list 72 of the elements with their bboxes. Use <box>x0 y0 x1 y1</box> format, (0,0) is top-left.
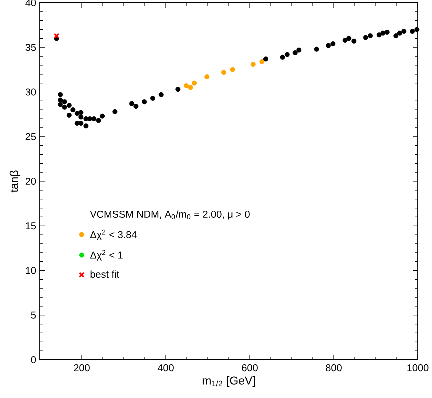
point <box>92 116 97 122</box>
point <box>330 42 336 47</box>
x-axis-title: m$_{1/2}$ [GeV] <box>202 376 256 388</box>
point <box>58 92 64 98</box>
x-tick-label: 400 <box>158 364 174 372</box>
point <box>112 109 118 114</box>
y-tick-label: 35 <box>26 44 36 52</box>
y-axis-title: tanβ <box>10 170 21 193</box>
point <box>70 108 76 113</box>
point <box>66 103 72 108</box>
point <box>284 52 290 58</box>
point <box>62 104 68 110</box>
x-tick-label: 1000 <box>408 364 429 372</box>
point <box>414 27 420 32</box>
point <box>394 34 399 39</box>
point <box>397 30 402 36</box>
y-tick-label: 25 <box>26 133 36 140</box>
point <box>292 50 298 56</box>
point <box>192 80 198 86</box>
legend-title: VCMSSM NDM, A$_{0}$/m$_{0}$ = 2.00, μ > 0 <box>90 210 250 220</box>
y-tick-label: 15 <box>26 222 36 230</box>
point <box>188 85 194 90</box>
legend-label: Δχ$^{2}$ < 1 <box>90 250 123 261</box>
point <box>402 29 407 34</box>
point <box>150 96 156 101</box>
point <box>129 101 134 106</box>
point <box>352 38 357 44</box>
legend-label: best fit <box>90 270 120 278</box>
point <box>380 30 386 36</box>
point <box>410 29 416 34</box>
y-tick-label: 0 <box>31 356 36 364</box>
point <box>184 84 190 88</box>
point <box>296 48 302 53</box>
y-tick-label: 20 <box>26 178 36 186</box>
point <box>62 100 68 105</box>
x-tick-label: 600 <box>242 364 258 372</box>
point <box>250 62 256 68</box>
point <box>204 74 210 80</box>
point <box>78 110 84 116</box>
point <box>346 36 352 42</box>
point <box>326 43 332 48</box>
y-tick-label: 10 <box>26 267 36 274</box>
point <box>263 56 268 62</box>
y-tick-label: 5 <box>31 312 36 319</box>
point <box>384 30 390 35</box>
point <box>54 33 60 39</box>
point <box>176 87 181 92</box>
point <box>260 59 265 64</box>
point <box>158 92 164 98</box>
point <box>368 34 374 39</box>
point <box>58 102 64 108</box>
y-tick-label: 30 <box>26 88 36 96</box>
point <box>78 120 84 126</box>
point <box>84 124 89 129</box>
x-tick-label: 800 <box>326 364 342 372</box>
point <box>134 104 139 110</box>
point <box>66 112 72 118</box>
point <box>280 54 286 60</box>
point <box>100 114 106 119</box>
point <box>96 118 102 124</box>
legend-label: Δχ$^{2}$ < 3.84 <box>90 230 137 240</box>
point <box>142 100 148 105</box>
x-tick-label: 200 <box>74 364 90 372</box>
point <box>376 32 382 38</box>
point <box>84 116 89 122</box>
point <box>314 46 320 52</box>
point <box>342 38 348 43</box>
point <box>363 35 368 40</box>
point <box>78 114 84 120</box>
point <box>58 98 64 103</box>
point <box>221 70 226 76</box>
point <box>230 67 236 72</box>
